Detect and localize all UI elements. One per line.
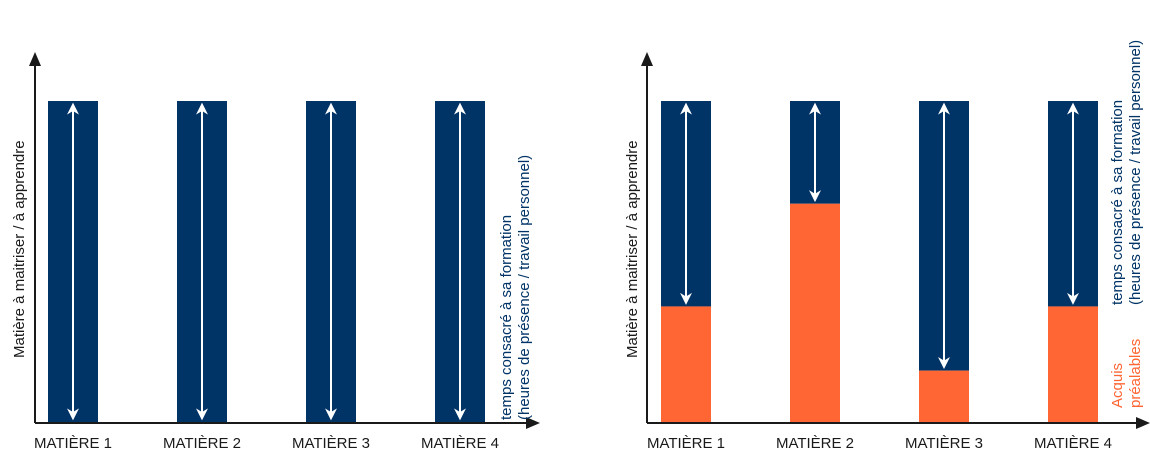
chart-left: Matière à maitriser / à apprendre MATIÈR… [11,52,540,452]
right-bar-prior-4 [1048,306,1098,422]
right-bar-prior-3 [919,370,969,422]
right-bar-prior-1 [661,306,711,422]
left-bars [48,101,485,422]
right-y-axis-label: Matière à maitriser / à apprendre [624,140,641,358]
right-tick-label-4: MATIÈRE 4 [1034,435,1112,452]
right-tick-label-3: MATIÈRE 3 [905,435,983,452]
left-tick-label-3: MATIÈRE 3 [292,435,370,452]
right-prior-label-line2: préalables [1127,339,1144,408]
left-tick-label-4: MATIÈRE 4 [421,435,499,452]
right-x-axis-arrowhead [1136,417,1150,429]
left-x-axis-arrowhead [526,417,540,429]
right-tick-label-2: MATIÈRE 2 [776,435,854,452]
right-time-label-line2: (heures de présence / travail personnel) [1127,40,1144,305]
right-bar-prior-2 [790,203,840,422]
right-prior-label-line1: Acquis [1109,363,1126,408]
right-y-axis-arrowhead [641,52,653,66]
chart-right: Matière à maitriser / à apprendre MATIÈR… [624,40,1150,452]
left-y-axis-arrowhead [29,52,41,66]
left-tick-label-2: MATIÈRE 2 [163,435,241,452]
left-time-label-line2: (heures de présence / travail personnel) [516,155,533,420]
left-time-label-line1: temps consacré à sa formation [498,215,515,420]
left-tick-label-1: MATIÈRE 1 [34,435,112,452]
right-tick-label-1: MATIÈRE 1 [647,435,725,452]
right-time-label-line1: temps consacré à sa formation [1109,100,1126,305]
right-bars [661,101,1098,422]
left-y-axis-label: Matière à maitriser / à apprendre [11,140,28,358]
